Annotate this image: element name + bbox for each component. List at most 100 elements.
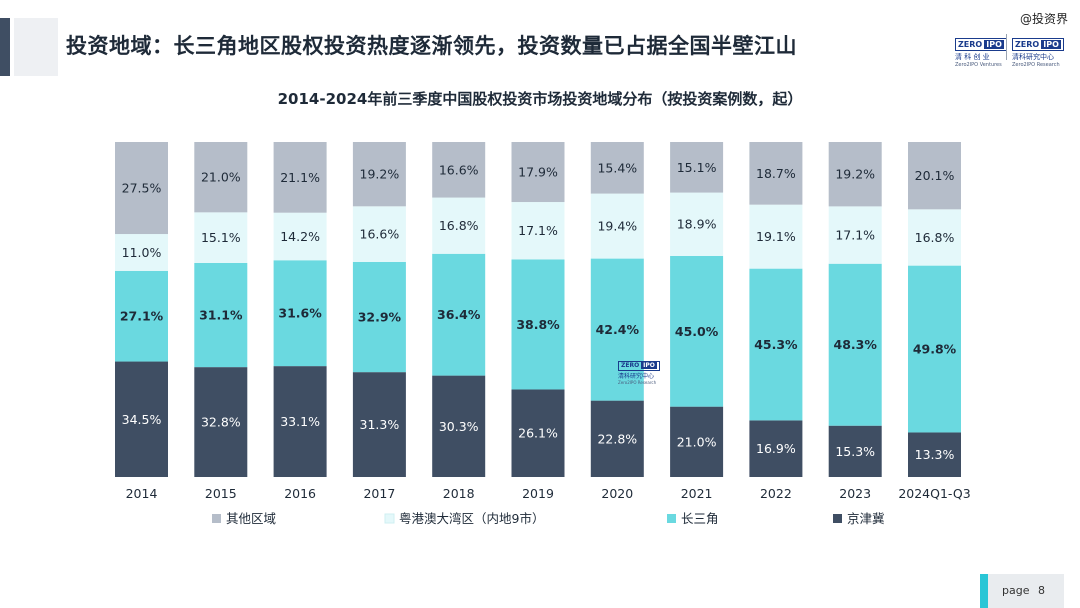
x-tick-label: 2014 <box>126 486 158 501</box>
bar-segment-2021-s1 <box>670 255 724 407</box>
legend-label: 长三角 <box>681 511 719 526</box>
x-tick-label: 2019 <box>522 486 554 501</box>
chart-title: 2014-2024年前三季度中国股权投资市场投资地域分布（按投资案例数，起） <box>277 90 803 108</box>
data-label-2017-s3: 19.2% <box>360 167 400 182</box>
bar-segment-2023-s0 <box>828 425 882 477</box>
data-label-2016-s1: 31.6% <box>278 306 322 321</box>
data-label-2016-s0: 33.1% <box>280 414 320 429</box>
data-label-2014-s1: 27.1% <box>120 309 164 324</box>
bar-segment-2018-s3 <box>432 142 486 198</box>
bar-segment-2020-s1 <box>590 258 644 401</box>
watermark: @投资界 <box>1019 12 1068 26</box>
x-tick-label: 2023 <box>839 486 871 501</box>
x-tick-label: 2015 <box>205 486 237 501</box>
page-accent-bar <box>980 574 988 608</box>
x-tick-label: 2024Q1-Q3 <box>898 486 970 501</box>
bar-segment-2023-s1 <box>828 263 882 426</box>
bar-segment-2021-s0 <box>670 406 724 477</box>
page-indicator <box>980 574 1064 608</box>
data-label-2021-s3: 15.1% <box>677 160 717 175</box>
data-label-2016-s3: 21.1% <box>280 170 320 185</box>
data-label-2020-s2: 19.4% <box>597 219 637 234</box>
bar-segment-2014-s1 <box>115 270 168 362</box>
bar-segment-2016-s3 <box>273 142 327 213</box>
bar-segment-2023-s3 <box>828 142 882 207</box>
data-label-2019-s0: 26.1% <box>518 426 558 441</box>
bar-segment-2019-s2 <box>511 202 565 260</box>
x-tick-label: 2017 <box>363 486 395 501</box>
legend-swatch <box>667 514 676 523</box>
bar-segment-2017-s0 <box>352 372 406 477</box>
data-label-2018-s0: 30.3% <box>439 419 479 434</box>
data-label-2014-s3: 27.5% <box>122 181 162 196</box>
bar-segment-2018-s1 <box>432 253 486 376</box>
data-label-2015-s1: 31.1% <box>199 308 243 323</box>
data-label-2021-s1: 45.0% <box>675 324 719 339</box>
data-label-2022-s2: 19.1% <box>756 229 796 244</box>
bar-segment-2016-s0 <box>273 366 327 477</box>
title-accent-block <box>14 18 58 76</box>
page-label: page <box>1002 584 1030 597</box>
legend-swatch <box>833 514 842 523</box>
bar-segment-2015-s0 <box>194 367 248 477</box>
page-number: 8 <box>1038 584 1045 597</box>
bar-segment-2019-s1 <box>511 259 565 390</box>
bar-segment-2020-s3 <box>590 142 644 194</box>
page-title: 投资地域：长三角地区股权投资热度逐渐领先，投资数量已占据全国半壁江山 <box>66 34 797 58</box>
data-label-2022-s0: 16.9% <box>756 441 796 456</box>
data-label-2021-s2: 18.9% <box>677 217 717 232</box>
data-label-2018-s2: 16.8% <box>439 218 479 233</box>
bar-segment-2016-s1 <box>273 260 327 367</box>
data-label-2024Q1-Q3-s1: 49.8% <box>913 342 957 357</box>
data-label-2020-s1: 42.4% <box>596 322 640 337</box>
bar-segment-2019-s0 <box>511 389 565 477</box>
bar-segment-2015-s3 <box>194 142 248 213</box>
data-label-2022-s1: 45.3% <box>754 337 798 352</box>
bar-segment-2017-s1 <box>352 261 406 373</box>
center-watermark-logo: ZERO IPO 清科研究中心 Zero2IPO Research <box>618 352 660 385</box>
bar-segment-2024Q1-Q3-s3 <box>908 142 961 210</box>
data-label-2014-s0: 34.5% <box>122 412 162 427</box>
data-label-2017-s2: 16.6% <box>360 227 400 242</box>
bar-segment-2024Q1-Q3-s1 <box>908 265 961 433</box>
data-label-2017-s1: 32.9% <box>358 310 402 325</box>
legend-label: 其他区域 <box>226 511 276 526</box>
bar-segment-2017-s2 <box>352 206 406 262</box>
data-label-2018-s1: 36.4% <box>437 307 481 322</box>
data-label-2023-s3: 19.2% <box>835 167 875 182</box>
x-tick-label: 2021 <box>681 486 713 501</box>
bar-segment-2021-s3 <box>670 142 724 193</box>
data-label-2018-s3: 16.6% <box>439 162 479 177</box>
bar-segment-2020-s2 <box>590 193 644 259</box>
title-accent-bar <box>0 18 10 76</box>
data-label-2019-s2: 17.1% <box>518 223 558 238</box>
data-label-2023-s2: 17.1% <box>835 228 875 243</box>
legend-swatch <box>384 513 395 524</box>
bar-segment-2014-s2 <box>115 234 168 271</box>
bar-segment-2024Q1-Q3-s2 <box>908 209 961 266</box>
x-tick-label: 2018 <box>443 486 475 501</box>
data-label-2016-s2: 14.2% <box>280 229 320 244</box>
data-label-2019-s1: 38.8% <box>516 317 560 332</box>
x-tick-label: 2016 <box>284 486 316 501</box>
bar-segment-2021-s2 <box>670 192 724 256</box>
x-tick-label: 2022 <box>760 486 792 501</box>
data-label-2023-s0: 15.3% <box>835 444 875 459</box>
bar-segment-2019-s3 <box>511 142 565 203</box>
bar-segment-2015-s1 <box>194 262 248 368</box>
bar-segment-2022-s2 <box>749 204 803 269</box>
logo-divider <box>1006 34 1007 60</box>
bar-segment-2022-s0 <box>749 420 803 477</box>
data-label-2021-s0: 21.0% <box>677 434 717 449</box>
zero2ipo-research-logo: ZERO IPO 清科研究中心 Zero2IPO Research <box>1012 32 1064 68</box>
legend-label: 粤港澳大湾区（内地9市） <box>399 511 544 526</box>
data-label-2014-s2: 11.0% <box>122 245 162 260</box>
x-tick-label: 2020 <box>601 486 633 501</box>
data-label-2023-s1: 48.3% <box>834 337 878 352</box>
data-label-2019-s3: 17.9% <box>518 165 558 180</box>
data-label-2017-s0: 31.3% <box>360 417 400 432</box>
bar-segment-2018-s0 <box>432 375 486 477</box>
data-label-2015-s0: 32.8% <box>201 415 241 430</box>
legend-swatch <box>212 514 221 523</box>
